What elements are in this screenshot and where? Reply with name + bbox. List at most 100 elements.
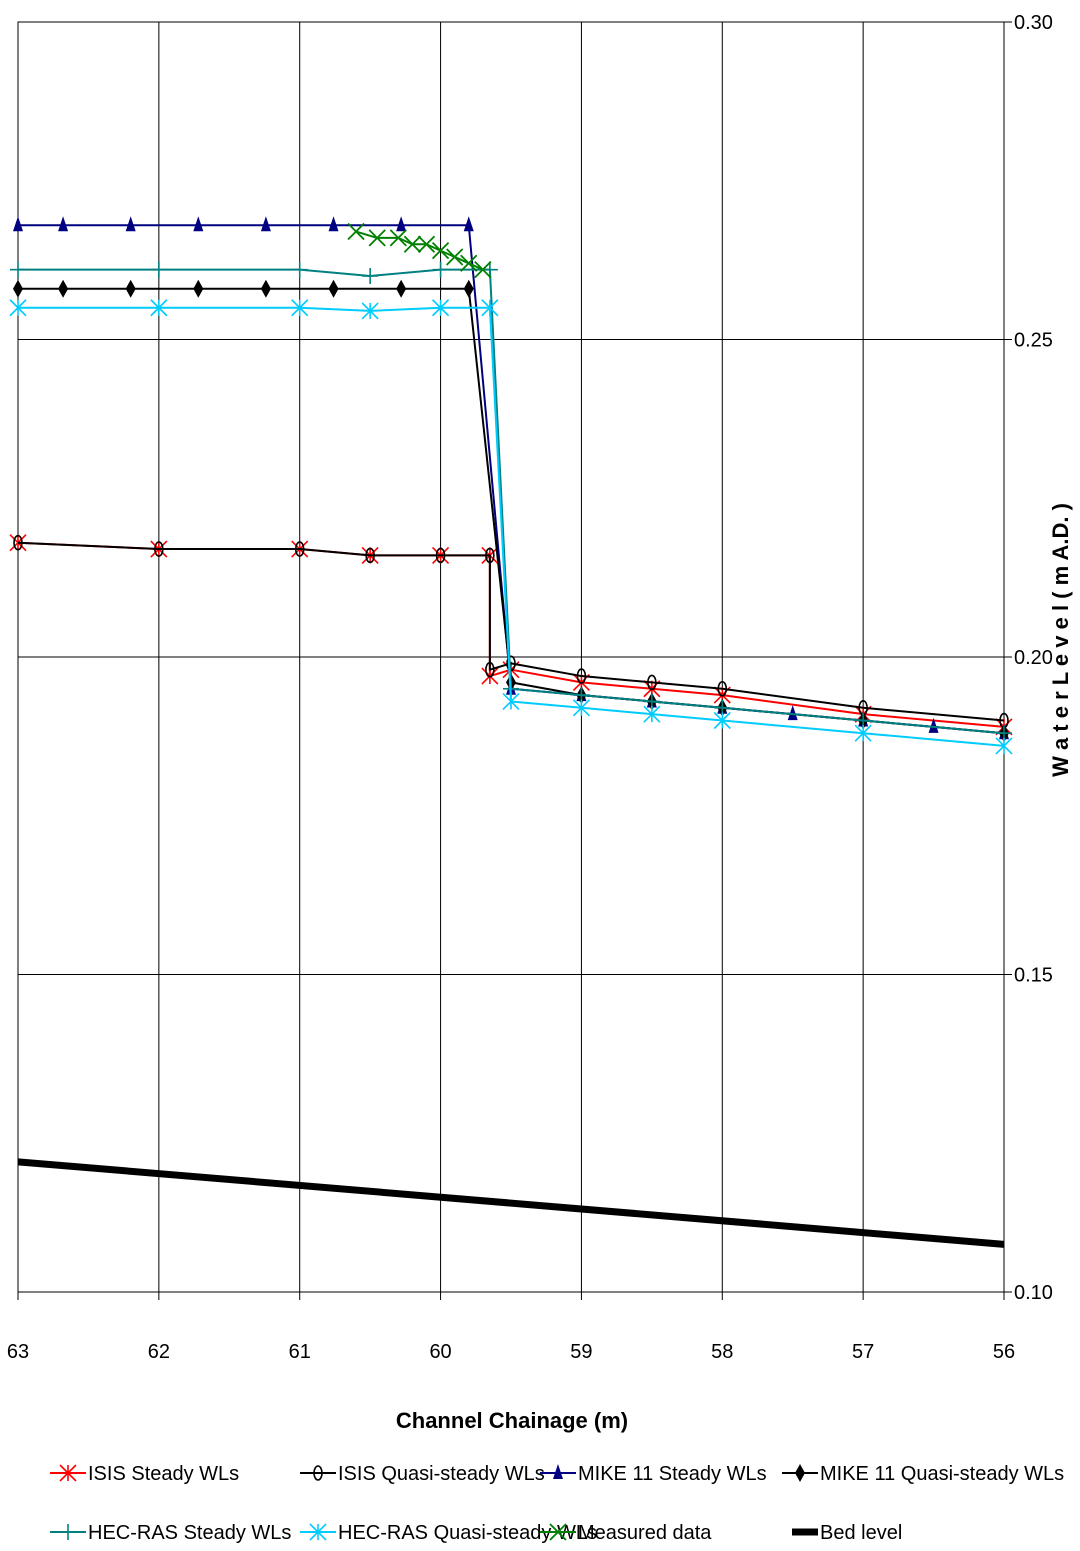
data-point bbox=[154, 541, 164, 557]
marker-stroke bbox=[403, 235, 422, 253]
y-tick-label: 0.15 bbox=[1014, 965, 1053, 987]
data-point bbox=[854, 724, 872, 742]
data-point bbox=[576, 668, 587, 684]
legend-item: ISIS Steady WLs bbox=[50, 1463, 239, 1485]
y-tick-label: 0.20 bbox=[1014, 647, 1053, 669]
data-point bbox=[432, 261, 449, 278]
y-axis-label: W a t e r L e v e l ( m A.D. ) bbox=[1048, 503, 1073, 777]
data-point bbox=[474, 261, 492, 279]
data-point bbox=[403, 235, 422, 253]
data-point bbox=[13, 216, 23, 232]
data-point bbox=[291, 299, 309, 317]
marker-shape bbox=[13, 534, 23, 551]
series-layer bbox=[9, 216, 1013, 1248]
marker-stroke bbox=[431, 241, 450, 260]
series-7 bbox=[347, 222, 492, 279]
marker-shape bbox=[435, 547, 446, 564]
marker-stroke bbox=[417, 235, 436, 253]
data-point bbox=[435, 547, 446, 564]
legend-label: Measured data bbox=[578, 1522, 712, 1544]
grid bbox=[17, 21, 1012, 1300]
data-point bbox=[347, 222, 365, 241]
marker-stroke bbox=[446, 248, 464, 266]
series-line bbox=[18, 306, 1005, 747]
data-point bbox=[328, 216, 339, 232]
data-point bbox=[13, 534, 23, 551]
marker-shape bbox=[125, 279, 136, 298]
marker-shape bbox=[58, 279, 69, 298]
data-point bbox=[193, 216, 204, 232]
data-point bbox=[417, 235, 436, 253]
data-point bbox=[463, 216, 474, 232]
data-point bbox=[260, 279, 271, 298]
series-8 bbox=[17, 1158, 1005, 1248]
data-point bbox=[481, 299, 499, 317]
data-point bbox=[572, 699, 590, 717]
legend-item: Measured data bbox=[540, 1522, 712, 1544]
legend-label: ISIS Steady WLs bbox=[88, 1463, 239, 1485]
marker-shape bbox=[396, 216, 407, 232]
data-point bbox=[362, 268, 379, 284]
data-point bbox=[150, 261, 167, 278]
x-tick-label: 61 bbox=[289, 1341, 311, 1363]
data-point bbox=[643, 705, 661, 723]
marker-shape bbox=[485, 661, 495, 678]
marker-shape bbox=[313, 1465, 323, 1481]
marker-shape bbox=[260, 279, 271, 298]
marker-stroke bbox=[389, 229, 407, 247]
marker-shape bbox=[717, 680, 728, 697]
x-tick-label: 56 bbox=[993, 1341, 1015, 1363]
x-tick-label: 60 bbox=[429, 1341, 451, 1363]
marker-shape bbox=[13, 216, 23, 232]
data-point bbox=[328, 279, 339, 298]
marker-stroke bbox=[549, 1523, 567, 1541]
data-point bbox=[294, 541, 305, 557]
data-point bbox=[9, 299, 27, 317]
data-point bbox=[58, 216, 69, 232]
legend-label: HEC-RAS Quasi-steady WLs bbox=[338, 1522, 597, 1544]
legend-item: MIKE 11 Steady WLs bbox=[540, 1463, 767, 1485]
marker-shape bbox=[154, 541, 164, 557]
marker-stroke bbox=[347, 222, 365, 241]
legend-item: ISIS Quasi-steady WLs bbox=[300, 1463, 545, 1485]
data-point bbox=[313, 1465, 323, 1481]
marker-shape bbox=[795, 1464, 805, 1482]
data-point bbox=[260, 216, 271, 232]
data-point bbox=[60, 1524, 76, 1540]
data-point bbox=[365, 547, 375, 564]
marker-shape bbox=[193, 279, 204, 298]
data-point bbox=[485, 661, 495, 678]
x-axis-label: Channel Chainage (m) bbox=[396, 1408, 628, 1433]
series-3 bbox=[13, 216, 1009, 740]
data-point bbox=[150, 299, 168, 317]
data-point bbox=[463, 279, 474, 298]
y-tick-label: 0.25 bbox=[1014, 330, 1053, 352]
x-tick-label: 59 bbox=[570, 1341, 592, 1363]
marker-shape bbox=[787, 705, 798, 721]
marker-shape bbox=[328, 216, 339, 232]
legend-label: MIKE 11 Quasi-steady WLs bbox=[820, 1463, 1064, 1485]
legend-label: MIKE 11 Steady WLs bbox=[578, 1463, 767, 1485]
marker-shape bbox=[928, 717, 939, 733]
data-point bbox=[481, 261, 498, 278]
data-point bbox=[396, 279, 407, 298]
data-point bbox=[361, 302, 379, 320]
marker-shape bbox=[396, 279, 407, 298]
data-point bbox=[309, 1523, 327, 1541]
x-tick-label: 57 bbox=[852, 1341, 874, 1363]
data-point bbox=[928, 717, 939, 733]
marker-shape bbox=[485, 547, 495, 564]
marker-shape bbox=[463, 216, 474, 232]
series-line bbox=[17, 541, 1005, 722]
marker-shape bbox=[193, 216, 204, 232]
legend-item: HEC-RAS Steady WLs bbox=[50, 1522, 291, 1544]
data-point bbox=[787, 705, 798, 721]
data-point bbox=[13, 279, 23, 298]
data-point bbox=[389, 229, 407, 247]
data-point bbox=[125, 279, 136, 298]
series-6 bbox=[9, 299, 1013, 755]
data-point bbox=[432, 299, 450, 317]
data-point bbox=[125, 216, 136, 232]
marker-shape bbox=[463, 279, 474, 298]
